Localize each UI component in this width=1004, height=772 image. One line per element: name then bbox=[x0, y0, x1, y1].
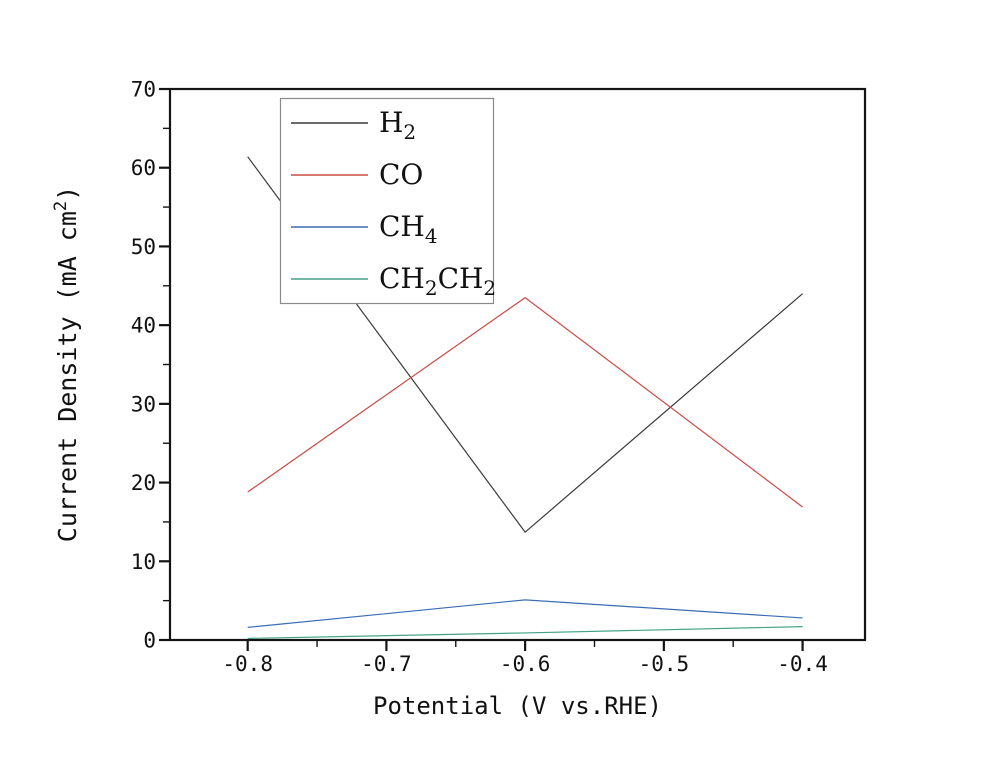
y-tick-label: 60 bbox=[131, 156, 156, 180]
x-axis-title: Potential (V vs.RHE) bbox=[373, 692, 662, 720]
x-tick-label: -0.7 bbox=[361, 652, 412, 676]
series-line-CO bbox=[247, 296, 803, 508]
series-line-CH2CH2 bbox=[247, 626, 803, 640]
legend-label-CH4: CH4 bbox=[379, 210, 438, 248]
legend: H2 CO CH4 CH2CH2 bbox=[279, 97, 496, 305]
plot-frame bbox=[168, 87, 867, 642]
y-tick-label: 40 bbox=[131, 314, 156, 338]
y-tick-label: 70 bbox=[131, 78, 156, 102]
y-tick-label: 0 bbox=[143, 629, 156, 653]
legend-item-CO: CO bbox=[291, 158, 423, 191]
y-tick-label: 50 bbox=[131, 235, 156, 259]
tick-marks bbox=[159, 87, 804, 651]
legend-label-CO: CO bbox=[379, 158, 423, 191]
y-tick-label: 30 bbox=[131, 392, 156, 416]
x-tick-label: -0.8 bbox=[222, 652, 273, 676]
x-tick-label: -0.4 bbox=[777, 652, 828, 676]
legend-item-CH4: CH4 bbox=[291, 210, 438, 248]
legend-label-CH2CH2: CH2CH2 bbox=[379, 262, 496, 300]
legend-label-H2: H2 bbox=[379, 106, 416, 144]
legend-box bbox=[279, 97, 495, 305]
x-tick-label: -0.5 bbox=[639, 652, 690, 676]
y-tick-label: 10 bbox=[131, 550, 156, 574]
y-tick-label: 20 bbox=[131, 471, 156, 495]
x-tick-label: -0.6 bbox=[500, 652, 551, 676]
legend-item-H2: H2 bbox=[291, 106, 416, 144]
series-line-CH4 bbox=[247, 599, 803, 629]
y-axis-title: Current Density (mA cm2) bbox=[51, 186, 82, 542]
legend-item-CH2CH2: CH2CH2 bbox=[291, 262, 496, 300]
